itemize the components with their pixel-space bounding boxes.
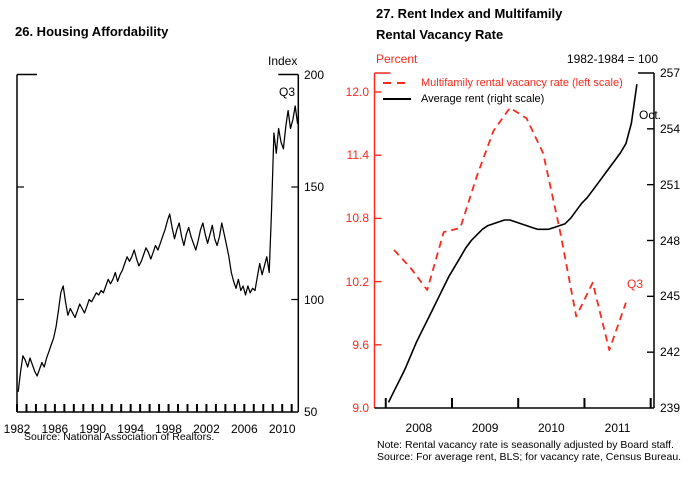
year-tick-label: 1986 [41,422,69,436]
housing-affordability-unit-label: Index [268,54,298,68]
housing-affordability-latest-quarter-label: Q3 [279,85,296,99]
rent-index-title-line2: Rental Vacancy Rate [376,27,504,42]
index-axis-tick-label: 200 [304,67,325,82]
year-tick-label: 2010 [268,422,296,436]
rent-index-axis-tick-label: 245 [660,289,681,304]
rent-latest-month-label: Oct. [639,108,662,122]
year-tick-label: 1982 [3,422,31,436]
rent-index-axis-tick-label: 251 [660,177,681,192]
rent-axis-unit-label: 1982-1984 = 100 [566,52,658,66]
percent-axis-tick-label: 12.0 [345,85,369,99]
rent-index-axis-tick-label: 239 [660,401,681,415]
percent-axis-tick-label: 9.6 [352,337,369,352]
rent-index-axis-tick-label: 257 [660,66,681,80]
rent-chart-note: Note: Rental vacancy rate is seasonally … [377,439,674,451]
percent-axis-tick-label: 11.4 [346,148,369,163]
legend-label-rent: Average rent (right scale) [421,93,545,105]
rent-index-title-line1: 27. Rent Index and Multifamily [376,6,563,21]
year-tick-label: 2010 [537,421,565,435]
rent-index-axis-tick-label: 254 [660,121,681,136]
rent-index-axis-tick-label: 248 [660,233,681,248]
affordability-index-line [17,105,299,392]
percent-axis-tick-label: 10.8 [345,211,369,226]
year-tick-label: 1990 [79,422,107,436]
index-axis-tick-label: 50 [304,405,318,419]
year-tick-label: 2002 [193,422,220,436]
year-tick-label: 2011 [604,421,631,435]
rent-index-axis-tick-label: 242 [660,345,681,360]
vacancy-rate-line [393,106,627,352]
vacancy-latest-quarter-label: Q3 [627,277,644,291]
index-axis-tick-label: 100 [304,292,325,307]
year-tick-label: 1998 [155,422,182,436]
year-tick-label: 2008 [405,421,433,435]
percent-axis-tick-label: 9.0 [352,401,369,415]
housing-affordability-title: 26. Housing Affordability [15,24,169,39]
year-tick-label: 2006 [230,422,258,436]
index-axis-tick-label: 150 [304,180,325,194]
year-tick-label: 2009 [471,421,499,435]
average-rent-line [387,84,638,403]
rent-chart-source: Source: For average rent, BLS; for vacan… [377,451,682,463]
vacancy-axis-unit-label: Percent [376,52,418,66]
legend-label-vacancy: Multifamily rental vacancy rate (left sc… [421,77,623,89]
percent-axis-tick-label: 10.2 [345,274,369,289]
housing-affordability-source: Source: National Association of Realtors… [24,431,215,443]
year-tick-label: 1994 [117,422,144,436]
